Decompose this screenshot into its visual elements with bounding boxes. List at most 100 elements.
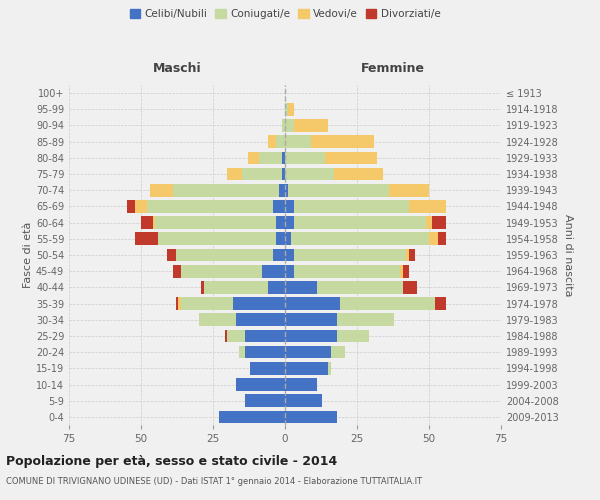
Bar [285, 184, 288, 196]
Bar [227, 168, 242, 180]
Bar [285, 394, 322, 407]
Bar [274, 248, 285, 262]
Y-axis label: Fasce di età: Fasce di età [23, 222, 33, 288]
Bar [147, 200, 274, 212]
Bar [152, 216, 155, 229]
Bar [181, 298, 233, 310]
Bar [337, 330, 368, 342]
Y-axis label: Anni di nascita: Anni di nascita [563, 214, 572, 296]
Bar [158, 232, 277, 245]
Bar [406, 248, 409, 262]
Bar [277, 136, 285, 148]
Bar [239, 346, 245, 358]
Bar [285, 314, 337, 326]
Bar [403, 281, 418, 293]
Bar [285, 216, 293, 229]
Bar [227, 330, 245, 342]
Bar [245, 330, 285, 342]
Bar [277, 216, 285, 229]
Bar [173, 184, 279, 196]
Bar [268, 281, 285, 293]
Bar [328, 362, 331, 374]
Bar [262, 265, 285, 278]
Bar [176, 248, 274, 262]
Text: Femmine: Femmine [361, 62, 425, 76]
Bar [205, 281, 268, 293]
Text: Popolazione per età, sesso e stato civile - 2014: Popolazione per età, sesso e stato civil… [6, 455, 337, 468]
Bar [127, 200, 135, 212]
Bar [288, 184, 389, 196]
Bar [285, 168, 334, 180]
Bar [233, 298, 285, 310]
Bar [389, 184, 429, 196]
Bar [135, 232, 158, 245]
Bar [285, 103, 288, 116]
Bar [236, 314, 285, 326]
Bar [245, 346, 285, 358]
Bar [432, 216, 446, 229]
Text: Maschi: Maschi [152, 62, 202, 76]
Bar [141, 216, 152, 229]
Bar [219, 410, 285, 423]
Bar [268, 136, 277, 148]
Bar [285, 410, 337, 423]
Bar [285, 346, 331, 358]
Bar [285, 248, 293, 262]
Bar [282, 119, 285, 132]
Bar [311, 136, 374, 148]
Bar [135, 200, 147, 212]
Bar [282, 168, 285, 180]
Bar [277, 232, 285, 245]
Bar [288, 103, 293, 116]
Bar [285, 362, 328, 374]
Bar [285, 298, 340, 310]
Bar [259, 152, 282, 164]
Bar [331, 346, 346, 358]
Bar [155, 216, 277, 229]
Bar [285, 330, 337, 342]
Bar [293, 119, 328, 132]
Bar [245, 394, 285, 407]
Bar [282, 152, 285, 164]
Bar [285, 136, 311, 148]
Bar [274, 200, 285, 212]
Bar [279, 184, 285, 196]
Bar [337, 314, 394, 326]
Bar [426, 216, 432, 229]
Bar [285, 265, 293, 278]
Text: COMUNE DI TRIVIGNANO UDINESE (UD) - Dati ISTAT 1° gennaio 2014 - Elaborazione TU: COMUNE DI TRIVIGNANO UDINESE (UD) - Dati… [6, 478, 422, 486]
Bar [181, 265, 262, 278]
Bar [409, 248, 415, 262]
Bar [291, 232, 429, 245]
Bar [224, 330, 227, 342]
Bar [437, 232, 446, 245]
Bar [285, 119, 293, 132]
Bar [325, 152, 377, 164]
Bar [149, 184, 173, 196]
Bar [173, 265, 181, 278]
Bar [285, 152, 325, 164]
Bar [435, 298, 446, 310]
Bar [334, 168, 383, 180]
Bar [285, 200, 293, 212]
Bar [199, 314, 236, 326]
Bar [293, 200, 409, 212]
Bar [293, 265, 400, 278]
Legend: Celibi/Nubili, Coniugati/e, Vedovi/e, Divorziati/e: Celibi/Nubili, Coniugati/e, Vedovi/e, Di… [125, 5, 445, 24]
Bar [285, 281, 317, 293]
Bar [317, 281, 403, 293]
Bar [293, 248, 406, 262]
Bar [340, 298, 435, 310]
Bar [236, 378, 285, 391]
Bar [400, 265, 403, 278]
Bar [202, 281, 205, 293]
Bar [429, 232, 437, 245]
Bar [248, 152, 259, 164]
Bar [250, 362, 285, 374]
Bar [167, 248, 176, 262]
Bar [409, 200, 446, 212]
Bar [242, 168, 282, 180]
Bar [403, 265, 409, 278]
Bar [285, 232, 291, 245]
Bar [285, 378, 317, 391]
